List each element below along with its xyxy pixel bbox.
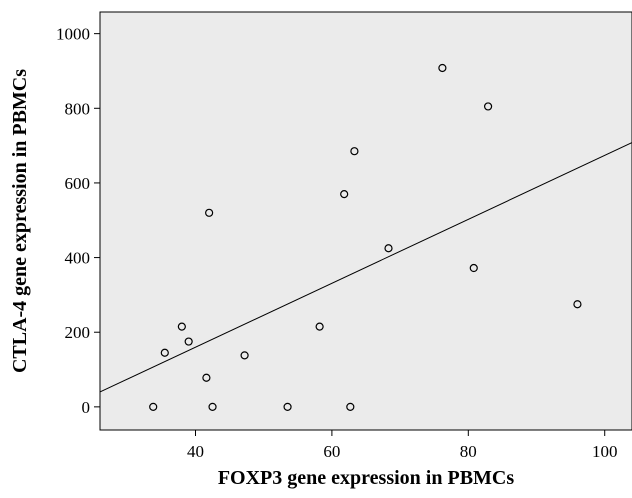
x-tick-label: 40 — [187, 442, 204, 461]
data-point — [315, 322, 324, 331]
data-point — [160, 348, 169, 357]
y-axis-ticks: 0 200 400 600 800 1000 — [56, 25, 100, 417]
x-tick-label: 100 — [592, 442, 618, 461]
data-point — [205, 208, 214, 217]
data-point — [202, 373, 211, 382]
data-point — [438, 63, 447, 73]
data-point — [208, 402, 217, 411]
data-point — [184, 337, 193, 346]
y-tick-label: 600 — [65, 174, 91, 193]
data-point — [469, 263, 478, 273]
data-point — [149, 402, 158, 411]
regression-line — [99, 142, 632, 393]
data-point — [177, 322, 186, 331]
data-point — [350, 147, 359, 156]
x-axis-ticks: 40 60 80 100 — [187, 430, 617, 461]
x-tick-label: 60 — [323, 442, 340, 461]
data-point — [573, 300, 582, 309]
y-axis-title: CTLA-4 gene expression in PBMCs — [9, 69, 31, 373]
y-tick-label: 1000 — [56, 25, 90, 44]
y-tick-label: 200 — [65, 323, 91, 342]
y-tick-label: 400 — [65, 249, 91, 268]
data-point — [384, 244, 393, 253]
data-point — [346, 402, 355, 411]
data-point — [283, 402, 292, 411]
data-point — [240, 351, 249, 360]
plot-area — [99, 11, 632, 431]
x-tick-label: 80 — [460, 442, 477, 461]
y-tick-label: 0 — [82, 398, 91, 417]
y-tick-label: 800 — [65, 99, 91, 118]
data-points — [149, 63, 582, 411]
data-point — [483, 102, 493, 111]
x-axis-title: FOXP3 gene expression in PBMCs — [218, 467, 515, 489]
data-point — [340, 190, 349, 199]
